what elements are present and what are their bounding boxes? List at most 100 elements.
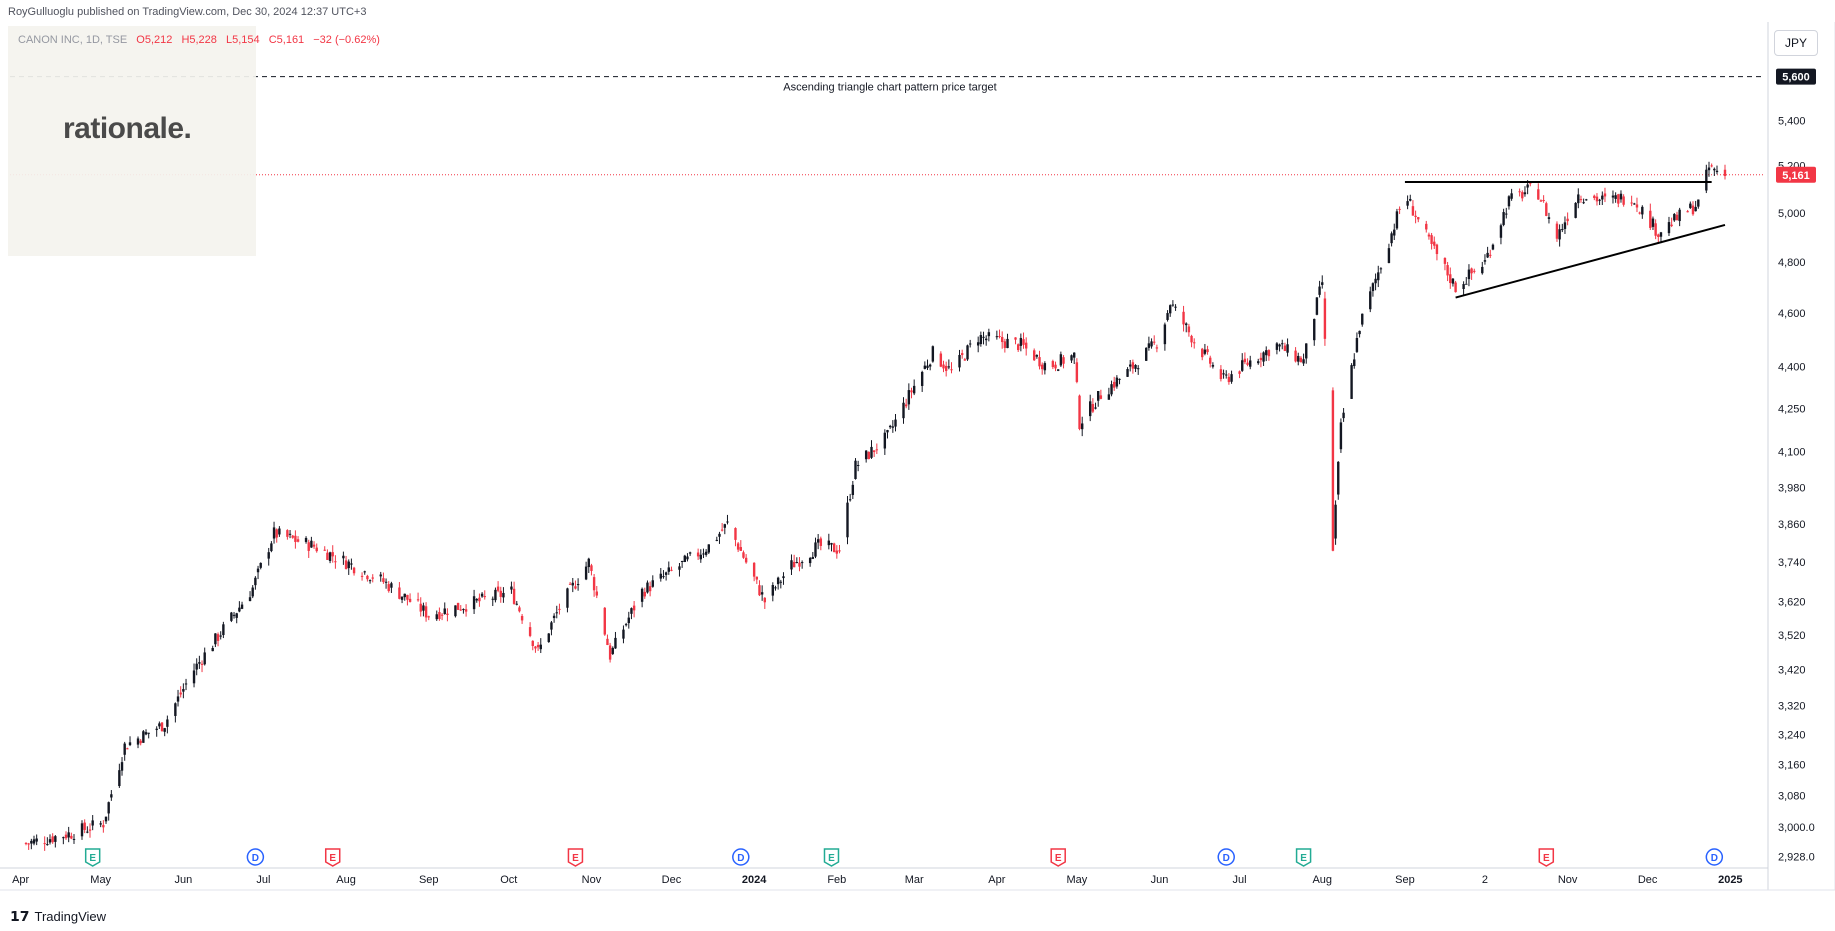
dividend-marker-icon [732, 848, 750, 866]
candle-body [275, 529, 278, 538]
open-value: O5,212 [136, 34, 173, 46]
candle-body [1056, 369, 1060, 371]
candle-body [1406, 201, 1409, 206]
candle-body [1673, 213, 1676, 221]
candle-body [158, 723, 161, 727]
candle-body [424, 606, 428, 618]
candle-body [118, 770, 121, 787]
x-tick-label: Nov [582, 874, 602, 886]
candle-body [1667, 222, 1671, 234]
candle-body [1134, 364, 1137, 369]
candle-body [1193, 342, 1196, 344]
candle-body [382, 578, 385, 583]
candle-body [1443, 257, 1447, 264]
candle-body [1361, 313, 1364, 325]
y-tick-label: 3,860 [1778, 519, 1806, 531]
candle-body [464, 609, 468, 612]
candle-body [1073, 352, 1076, 358]
candle-body [699, 554, 702, 560]
target-price-badge [1776, 68, 1816, 85]
candle-body [1502, 212, 1505, 225]
candle-body [371, 577, 374, 579]
candle-body [1166, 313, 1169, 320]
currency-button[interactable]: JPY [1774, 30, 1818, 56]
candle-body [984, 338, 988, 341]
candle-body [30, 840, 33, 844]
candle-body [72, 838, 76, 840]
footer-brand[interactable]: 𝟭𝟳 TradingView [10, 908, 106, 925]
candle-body [222, 624, 225, 636]
x-tick-label: Sep [1395, 874, 1415, 886]
candle-body [1521, 192, 1524, 199]
candle-body [195, 663, 198, 670]
event-marker-label: D [737, 853, 744, 864]
candle-body [1097, 391, 1100, 401]
y-tick-label: 3,520 [1778, 630, 1806, 642]
candle-body [363, 571, 366, 573]
candle-body [742, 552, 745, 558]
candle-body [1649, 210, 1652, 228]
candle-body [830, 543, 833, 545]
candle-body [1094, 407, 1097, 409]
price-chart[interactable]: 5,8005,6005,4005,2005,0004,8004,6004,400… [0, 0, 1835, 900]
candle-body [539, 644, 542, 650]
candle-body [1315, 297, 1319, 315]
candle-body [259, 562, 262, 568]
x-tick-label: Aug [1312, 874, 1332, 886]
candle-body [478, 597, 481, 602]
candle-body [1126, 369, 1129, 377]
candle-body [1705, 169, 1708, 191]
x-tick-label: Mar [905, 874, 924, 886]
candle-body [926, 365, 929, 368]
candle-body [912, 385, 916, 394]
candle-body [390, 583, 393, 588]
candle-body [1542, 199, 1545, 201]
candle-body [384, 581, 388, 583]
candle-body [520, 615, 524, 621]
candle-body [1555, 223, 1559, 239]
earnings-marker-icon [823, 848, 840, 867]
candle-body [854, 460, 857, 480]
candle-body [1395, 211, 1399, 229]
event-marker-label: E [1300, 853, 1307, 864]
candle-body [216, 634, 220, 641]
candle-body [1016, 344, 1020, 351]
candle-body [163, 728, 166, 732]
candle-body [406, 594, 409, 600]
candle-body [1675, 214, 1679, 221]
candle-body [515, 603, 518, 605]
candle-body [968, 343, 972, 345]
candle-body [592, 577, 596, 591]
y-tick-label: 4,600 [1778, 308, 1806, 320]
candle-body [987, 332, 991, 337]
candle-body [902, 402, 905, 419]
candle-body [155, 728, 158, 731]
candle-body [1259, 357, 1263, 361]
candle-body [528, 627, 532, 636]
candle-body [1321, 282, 1324, 285]
candle-body [1563, 222, 1567, 229]
candle-body [483, 596, 486, 598]
dividend-marker-icon [1705, 848, 1724, 866]
candle-body [408, 598, 412, 602]
y-tick-label: 3,000.0 [1778, 822, 1815, 834]
candle-body [1145, 347, 1148, 361]
y-tick-label: 3,240 [1778, 730, 1806, 742]
candle-body [643, 591, 646, 597]
candle-body [328, 552, 332, 561]
candle-body [1035, 355, 1039, 357]
candle-body [1593, 195, 1596, 199]
candle-body [1115, 377, 1119, 387]
candle-body [1689, 203, 1692, 208]
candle-body [704, 551, 708, 555]
candle-body [1483, 260, 1487, 262]
x-tick-label: Jul [1233, 874, 1247, 886]
candle-body [304, 537, 308, 542]
candle-body [475, 599, 478, 601]
candle-body [1374, 278, 1377, 284]
candle-body [1339, 422, 1343, 450]
candle-body [670, 569, 673, 571]
candle-body [219, 635, 222, 637]
y-tick-label: 2,928.0 [1778, 851, 1815, 863]
candle-body [1398, 208, 1401, 210]
